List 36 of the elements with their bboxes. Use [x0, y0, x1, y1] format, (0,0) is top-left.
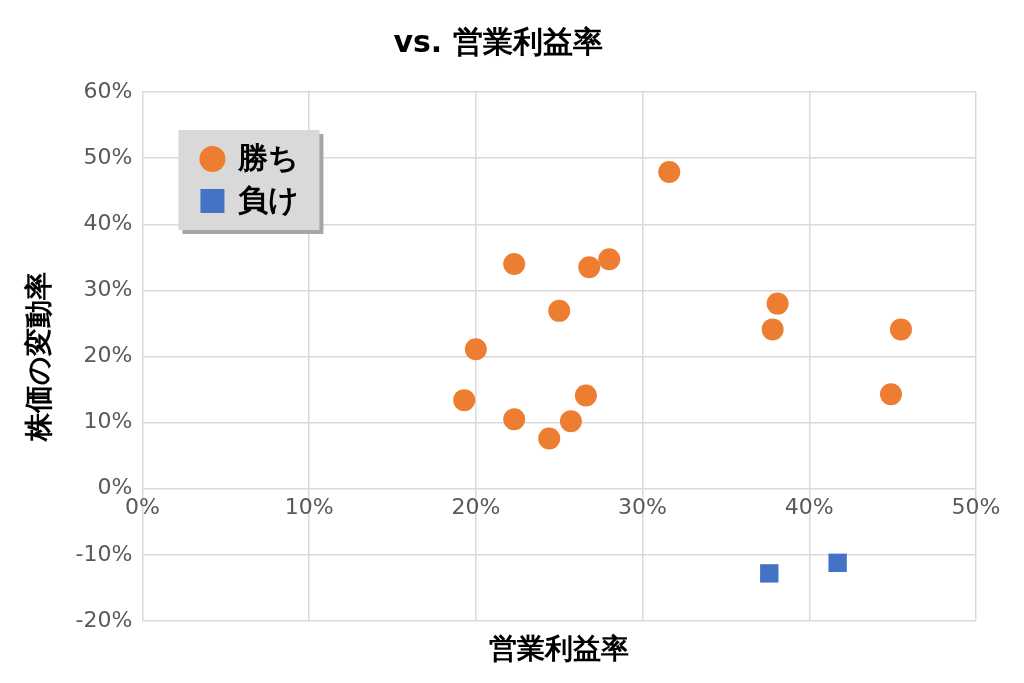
x-tick-label: 50% — [951, 493, 1001, 519]
point — [464, 338, 487, 361]
point — [548, 299, 571, 322]
point — [761, 318, 784, 341]
point — [503, 252, 526, 275]
chart-title: vs. 営業利益率 — [393, 23, 603, 59]
point — [559, 410, 582, 433]
point — [658, 161, 681, 184]
y-tick-label: 10% — [83, 408, 133, 434]
point — [503, 408, 526, 431]
x-tick-label: 40% — [784, 493, 834, 519]
x-tick-label: 10% — [284, 493, 334, 519]
x-tick-label: 30% — [618, 493, 668, 519]
y-tick-label: -10% — [75, 540, 133, 566]
point — [453, 389, 476, 412]
y-tick-label: -20% — [75, 606, 133, 632]
point — [538, 427, 561, 450]
point — [578, 256, 601, 279]
point — [879, 383, 902, 406]
y-tick-label: 20% — [83, 342, 133, 368]
point — [828, 553, 847, 572]
legend-label: 負け — [238, 181, 300, 217]
x-tick-label: 0% — [124, 493, 160, 519]
y-tick-label: 60% — [83, 77, 133, 103]
x-axis-title: 営業利益率 — [489, 632, 630, 666]
y-axis-title: 株価の変動率 — [22, 272, 56, 442]
y-tick-label: 50% — [83, 143, 133, 169]
point — [760, 564, 779, 583]
point — [766, 292, 789, 315]
y-tick-label: 40% — [83, 209, 133, 235]
legend-label: 勝ち — [237, 139, 300, 175]
x-tick-label: 20% — [451, 493, 501, 519]
point — [574, 384, 597, 407]
y-tick-label: 30% — [83, 276, 133, 302]
point — [598, 248, 621, 271]
point — [889, 318, 912, 341]
